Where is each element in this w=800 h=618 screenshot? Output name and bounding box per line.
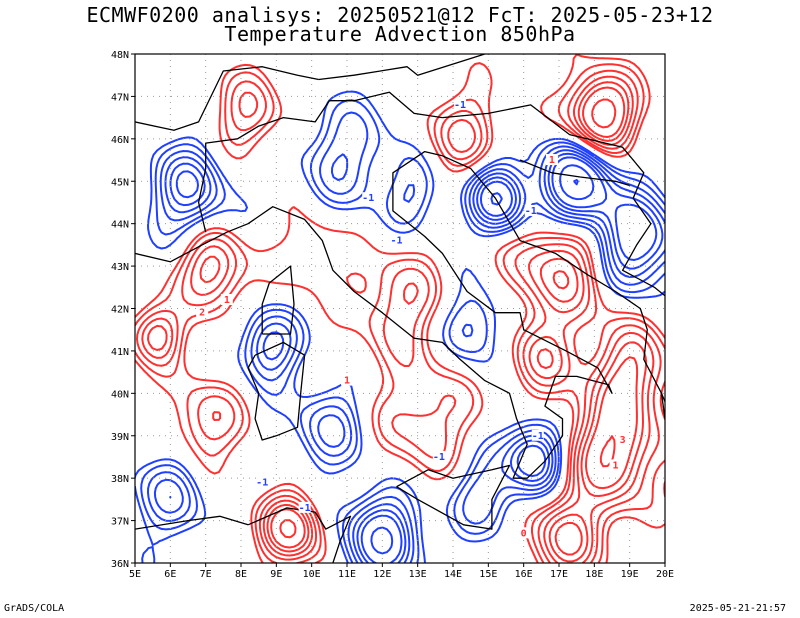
lon-label: 18E [585,569,603,580]
contour-label-bg [196,306,209,318]
coastline [318,54,485,81]
contour-label: 1 [549,155,555,166]
contour-label: -1 [362,193,374,204]
lon-label: 14E [444,569,462,580]
warm-advection-contour [141,75,655,563]
lon-label: 6E [164,569,176,580]
coastline [135,231,228,263]
lat-lon-grid [135,54,665,563]
contour-label-bg [531,429,544,441]
contour-label-bg [432,450,445,462]
lat-label: 43N [111,262,129,273]
coastline [197,91,443,233]
cold-advection-contour [169,152,664,563]
lon-label: 12E [373,569,391,580]
lon-label: 11E [338,569,356,580]
lat-label: 38N [111,474,129,485]
contour-label-bg [220,294,233,306]
lat-label: 44N [111,220,129,231]
contour-label-bg [362,192,375,204]
contour-label: -1 [390,236,402,247]
contour-label: 1 [613,460,619,471]
coastline [396,464,511,530]
lat-label: 45N [111,177,129,188]
coastline [519,159,630,187]
lat-label: 41N [111,347,129,358]
contour-label-bg [524,204,537,216]
contour-label-bg [256,476,269,488]
lon-label: 8E [235,569,247,580]
lat-label: 40N [111,389,129,400]
coastline [247,507,352,563]
contour-label: 1 [224,295,230,306]
coastline [226,150,613,479]
lat-label: 48N [111,50,129,61]
latitude-labels: 36N 37N 38N 39N 40N 41N 42N 43N 44N 45N 46N 47N 48N [111,50,129,570]
coastline [135,66,319,131]
footer-timestamp: 2025-05-21-21:57 [689,603,786,614]
warm-advection-contour [135,54,665,563]
lon-label: 10E [303,569,321,580]
contour-label: 2 [199,308,205,319]
coastline [261,265,295,335]
lon-label: 7E [200,569,212,580]
lon-label: 19E [621,569,639,580]
lat-label: 46N [111,135,129,146]
lon-label: 20E [656,569,674,580]
lon-label: 13E [409,569,427,580]
contour-label: 1 [344,376,350,387]
coastlines [135,54,665,563]
map-title: ECMWF0200 analisys: 20250521@12 FcT: 202… [86,3,714,27]
contour-label: -1 [433,452,445,463]
cold-advection-contour [153,149,665,563]
contour-label: -1 [454,100,466,111]
contour-label-bg [517,527,530,539]
contour-label: -1 [532,431,544,442]
lat-label: 42N [111,305,129,316]
contour-label-bg [454,98,467,110]
axis-ticks [131,53,666,567]
warm-advection-contour [147,81,648,563]
contour-label-bg [545,154,558,166]
lat-label: 39N [111,432,129,443]
contour-labels: -1 -1 -1 -1 -1 -1 -1 -1 1 1 1 1 0 2 3 [196,98,629,539]
cold-advection-contour [573,179,579,186]
map-subtitle: Temperature Advection 850hPa [224,22,576,46]
footer-credit: GrADS/COLA [4,603,65,614]
coastline [442,104,665,297]
lat-label: 36N [111,559,129,570]
contour-label-bg [616,433,629,445]
contour-label-bg [341,374,353,386]
lon-label: 17E [550,569,568,580]
lat-label: 37N [111,517,129,528]
longitude-labels: 5E 6E 7E 8E 9E 10E 11E 12E 13E 14E 15E 16E 17E 18E 19E… [129,569,674,580]
contour-label-bg [298,501,311,513]
contour-label: 3 [620,435,626,446]
contour-label: 0 [521,528,527,539]
coastline [247,341,306,441]
lon-label: 5E [129,569,141,580]
contour-label: -1 [525,206,537,217]
coastline [135,515,249,530]
contour-label-bg [609,459,622,471]
lat-label: 47N [111,92,129,103]
contour-label-bg [390,234,403,246]
lon-label: 16E [515,569,533,580]
contour-label: -1 [299,503,311,514]
warm-advection-contour [270,86,639,556]
lon-label: 9E [270,569,282,580]
lon-label: 15E [479,569,497,580]
contour-label: -1 [256,477,268,488]
cold-advection-contour [370,164,595,555]
coastline [442,155,665,403]
warm-advection-contour [279,98,617,539]
